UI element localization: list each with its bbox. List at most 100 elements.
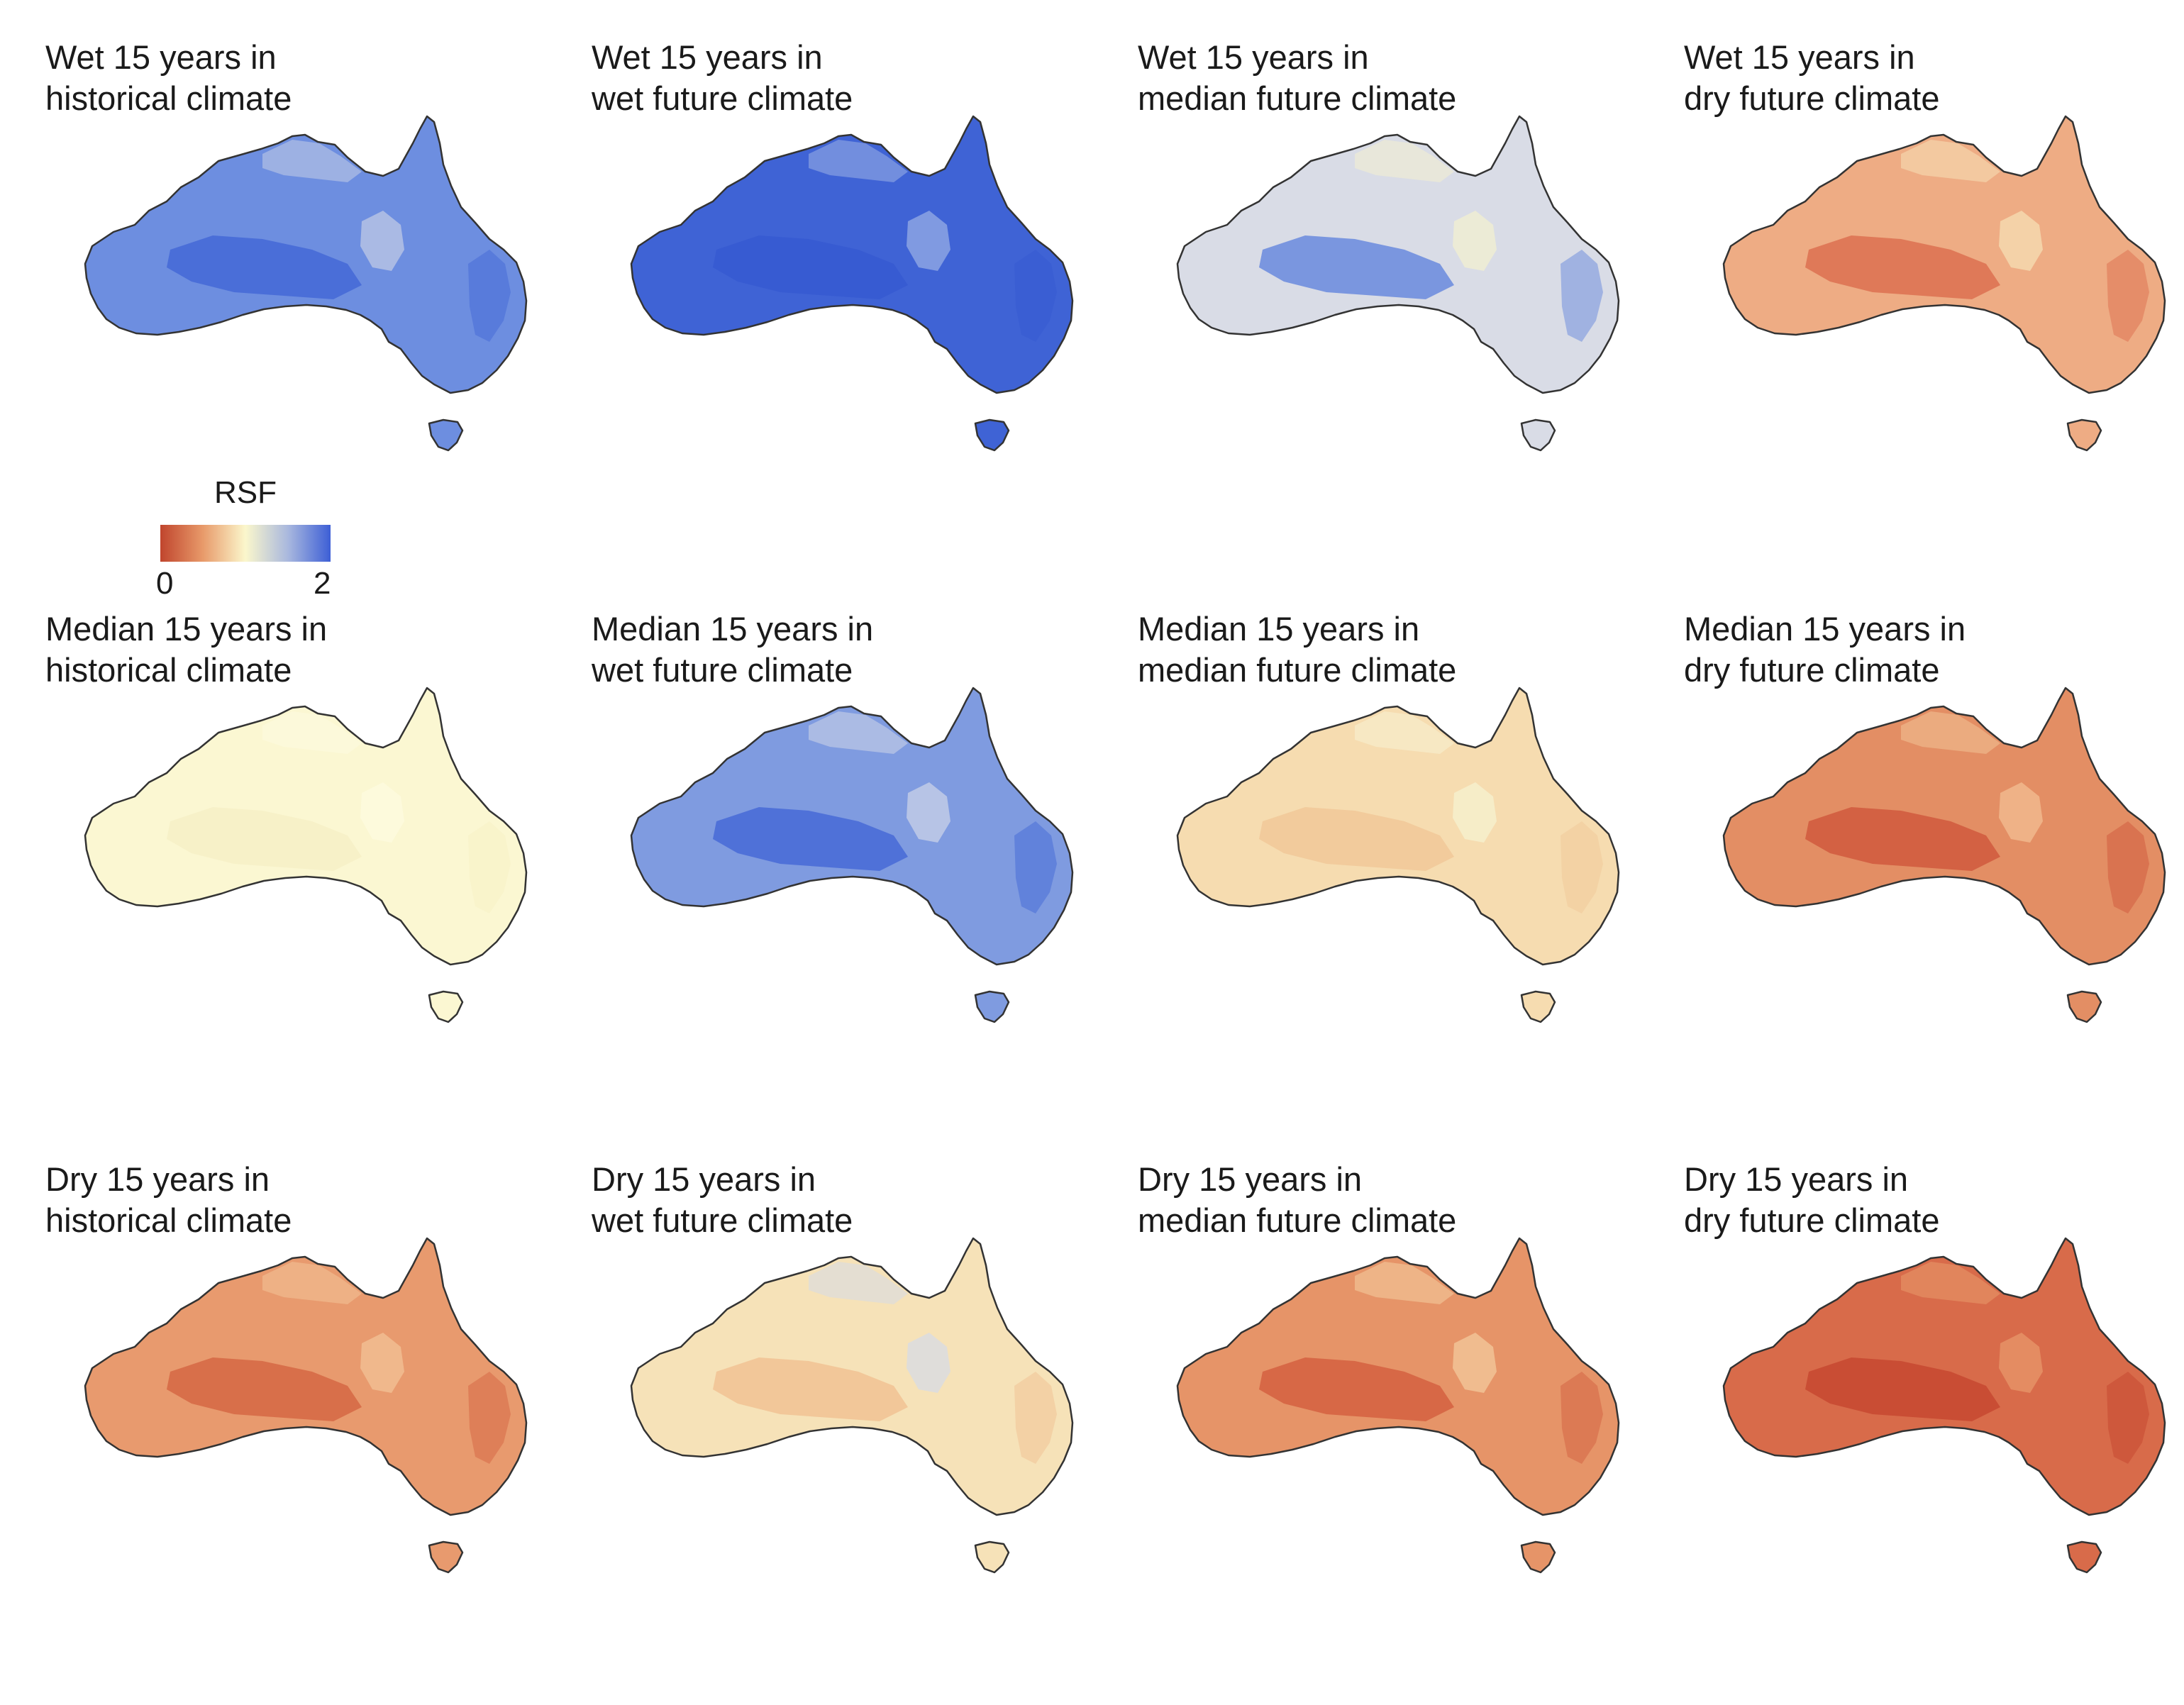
map-panel: Dry 15 years in dry future climate	[1667, 1159, 2184, 1705]
interior-region	[167, 807, 362, 871]
panel-title-line2: historical climate	[45, 651, 292, 689]
panel-title-line1: Wet 15 years in	[1684, 38, 1915, 76]
australia-map	[1176, 1237, 1620, 1574]
tasmania-shape	[2066, 418, 2102, 452]
east-interior-region	[1453, 1333, 1497, 1393]
interior-region	[1805, 807, 2000, 871]
australia-map	[1722, 115, 2166, 452]
panel-title-line2: historical climate	[45, 79, 292, 117]
panel-title-line1: Wet 15 years in	[45, 38, 277, 76]
map-panel: Median 15 years in historical climate	[28, 609, 575, 1155]
mainland-outline	[84, 1237, 528, 1516]
panel-title-line1: Dry 15 years in	[45, 1160, 270, 1198]
australia-map	[630, 115, 1074, 452]
panel-title: Wet 15 years in dry future climate	[1684, 37, 2184, 119]
panel-title: Median 15 years in dry future climate	[1684, 609, 2184, 691]
mainland-outline	[630, 687, 1074, 966]
east-coast-region	[1561, 1372, 1603, 1464]
panel-title: Median 15 years in wet future climate	[592, 609, 1102, 691]
panel-title-line1: Wet 15 years in	[1138, 38, 1369, 76]
east-coast-region	[468, 250, 511, 342]
east-coast-region	[468, 1372, 511, 1464]
north-coast-region	[1355, 140, 1454, 182]
panel-title-line1: Dry 15 years in	[1138, 1160, 1363, 1198]
east-coast-region	[1014, 250, 1057, 342]
panel-title-line1: Wet 15 years in	[592, 38, 823, 76]
mainland-outline	[1176, 115, 1620, 394]
east-interior-region	[1453, 211, 1497, 271]
east-coast-region	[2107, 821, 2149, 913]
north-coast-region	[1901, 1262, 2000, 1304]
interior-region	[1805, 1357, 2000, 1421]
east-coast-region	[2107, 1372, 2149, 1464]
tasmania-shape	[1520, 1540, 1556, 1574]
tasmania-shape	[2066, 990, 2102, 1023]
tasmania-shape	[974, 418, 1010, 452]
tasmania-shape	[1520, 990, 1556, 1023]
map-panel: Wet 15 years in wet future climate	[575, 37, 1121, 583]
tasmania-shape	[974, 990, 1010, 1023]
australia-map	[84, 115, 528, 452]
panel-title: Median 15 years in historical climate	[45, 609, 556, 691]
australia-map	[1176, 687, 1620, 1023]
mainland-outline	[84, 687, 528, 966]
map-texture	[1259, 711, 1603, 913]
map-texture	[1805, 711, 2149, 913]
north-coast-region	[1901, 140, 2000, 182]
australia-map	[1176, 115, 1620, 452]
interior-region	[713, 807, 908, 871]
legend-max-label: 2	[314, 566, 331, 601]
map-texture	[1259, 1262, 1603, 1464]
panel-title: Wet 15 years in historical climate	[45, 37, 556, 119]
panel-title: Wet 15 years in wet future climate	[592, 37, 1102, 119]
panel-title: Wet 15 years in median future climate	[1138, 37, 1648, 119]
east-interior-region	[907, 211, 950, 271]
panel-title: Dry 15 years in historical climate	[45, 1159, 556, 1241]
east-interior-region	[360, 1333, 404, 1393]
tasmania-shape	[428, 418, 464, 452]
tasmania-shape	[974, 1540, 1010, 1574]
map-panel: Median 15 years in wet future climate	[575, 609, 1121, 1155]
east-coast-region	[468, 821, 511, 913]
tasmania-shape	[428, 990, 464, 1023]
interior-region	[1259, 1357, 1454, 1421]
panel-title: Dry 15 years in wet future climate	[592, 1159, 1102, 1241]
north-coast-region	[1901, 711, 2000, 754]
panel-title-line1: Dry 15 years in	[592, 1160, 816, 1198]
interior-region	[167, 235, 362, 299]
panel-title-line1: Dry 15 years in	[1684, 1160, 1909, 1198]
map-texture	[1259, 140, 1603, 342]
panel-title-line2: historical climate	[45, 1201, 292, 1239]
panel-title-line1: Median 15 years in	[45, 610, 328, 648]
australia-map	[84, 687, 528, 1023]
tasmania-shape	[1520, 418, 1556, 452]
panel-title: Dry 15 years in dry future climate	[1684, 1159, 2184, 1241]
map-panel: Wet 15 years in median future climate	[1121, 37, 1667, 583]
east-coast-region	[1561, 250, 1603, 342]
map-panel-grid: Wet 15 years in historical climate Wet 1…	[28, 37, 2184, 1574]
panel-title: Dry 15 years in median future climate	[1138, 1159, 1648, 1241]
mainland-outline	[1722, 1237, 2166, 1516]
panel-title-line1: Median 15 years in	[1138, 610, 1420, 648]
map-texture	[1805, 1262, 2149, 1464]
interior-region	[713, 235, 908, 299]
legend-color-bar	[160, 525, 331, 562]
east-interior-region	[1453, 782, 1497, 843]
east-coast-region	[2107, 250, 2149, 342]
tasmania-shape	[2066, 1540, 2102, 1574]
australia-map	[84, 1237, 528, 1574]
panel-title-line2: wet future climate	[592, 651, 853, 689]
east-interior-region	[1999, 1333, 2043, 1393]
east-coast-region	[1014, 821, 1057, 913]
east-interior-region	[907, 782, 950, 843]
map-panel: Dry 15 years in historical climate	[28, 1159, 575, 1705]
east-coast-region	[1014, 1372, 1057, 1464]
north-coast-region	[262, 1262, 362, 1304]
north-coast-region	[1355, 711, 1454, 754]
panel-title: Median 15 years in median future climate	[1138, 609, 1648, 691]
interior-region	[713, 1357, 908, 1421]
map-panel: Median 15 years in median future climate	[1121, 609, 1667, 1155]
mainland-outline	[1722, 687, 2166, 966]
panel-title-line2: median future climate	[1138, 1201, 1457, 1239]
australia-map	[1722, 687, 2166, 1023]
